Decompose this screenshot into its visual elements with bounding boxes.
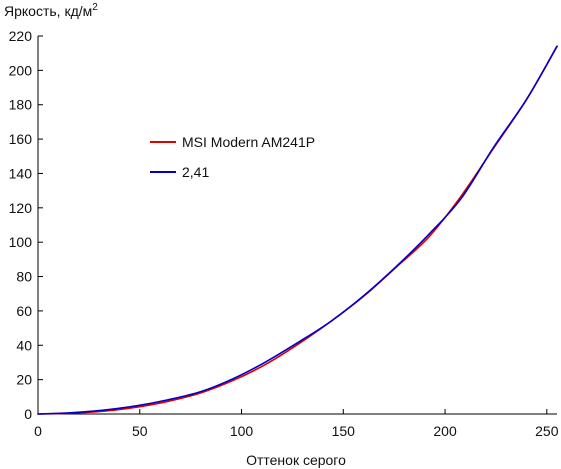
- y-tick-label: 180: [9, 97, 33, 113]
- series-line-gamma: [37, 45, 558, 415]
- series-layer: [37, 45, 558, 415]
- y-tick-label: 160: [9, 131, 33, 147]
- series-line-msi: [37, 45, 558, 415]
- x-axis-title: Оттенок серого: [246, 452, 346, 468]
- y-tick-label: 80: [16, 269, 32, 285]
- y-tick-label: 40: [16, 337, 32, 353]
- legend-label-gamma: 2,41: [182, 164, 209, 180]
- y-ticks: 0 20 40 60 80 100 120 140 160 180 200 220: [9, 28, 43, 422]
- y-tick-label: 60: [16, 303, 32, 319]
- x-tick-label: 150: [332, 423, 356, 439]
- y-tick-label: 120: [9, 200, 33, 216]
- y-tick-label: 0: [24, 406, 32, 422]
- y-tick-label: 220: [9, 28, 33, 44]
- y-tick-label: 200: [9, 62, 33, 78]
- x-tick-label: 0: [34, 423, 42, 439]
- x-tick-label: 100: [230, 423, 254, 439]
- legend: MSI Modern AM241P 2,41: [150, 134, 315, 180]
- legend-label-msi: MSI Modern AM241P: [182, 134, 315, 150]
- x-ticks: 0 50 100 150 200 250: [34, 409, 559, 439]
- x-tick-label: 50: [132, 423, 148, 439]
- y-axis-title-main: Яркость, кд/м: [4, 3, 92, 19]
- y-tick-label: 100: [9, 234, 33, 250]
- y-tick-label: 140: [9, 165, 33, 181]
- x-tick-label: 250: [535, 423, 559, 439]
- axes: [37, 36, 557, 415]
- y-axis-title-superscript: 2: [92, 2, 98, 13]
- y-axis-title: Яркость, кд/м2: [4, 2, 98, 19]
- x-tick-label: 200: [433, 423, 457, 439]
- y-tick-label: 20: [16, 372, 32, 388]
